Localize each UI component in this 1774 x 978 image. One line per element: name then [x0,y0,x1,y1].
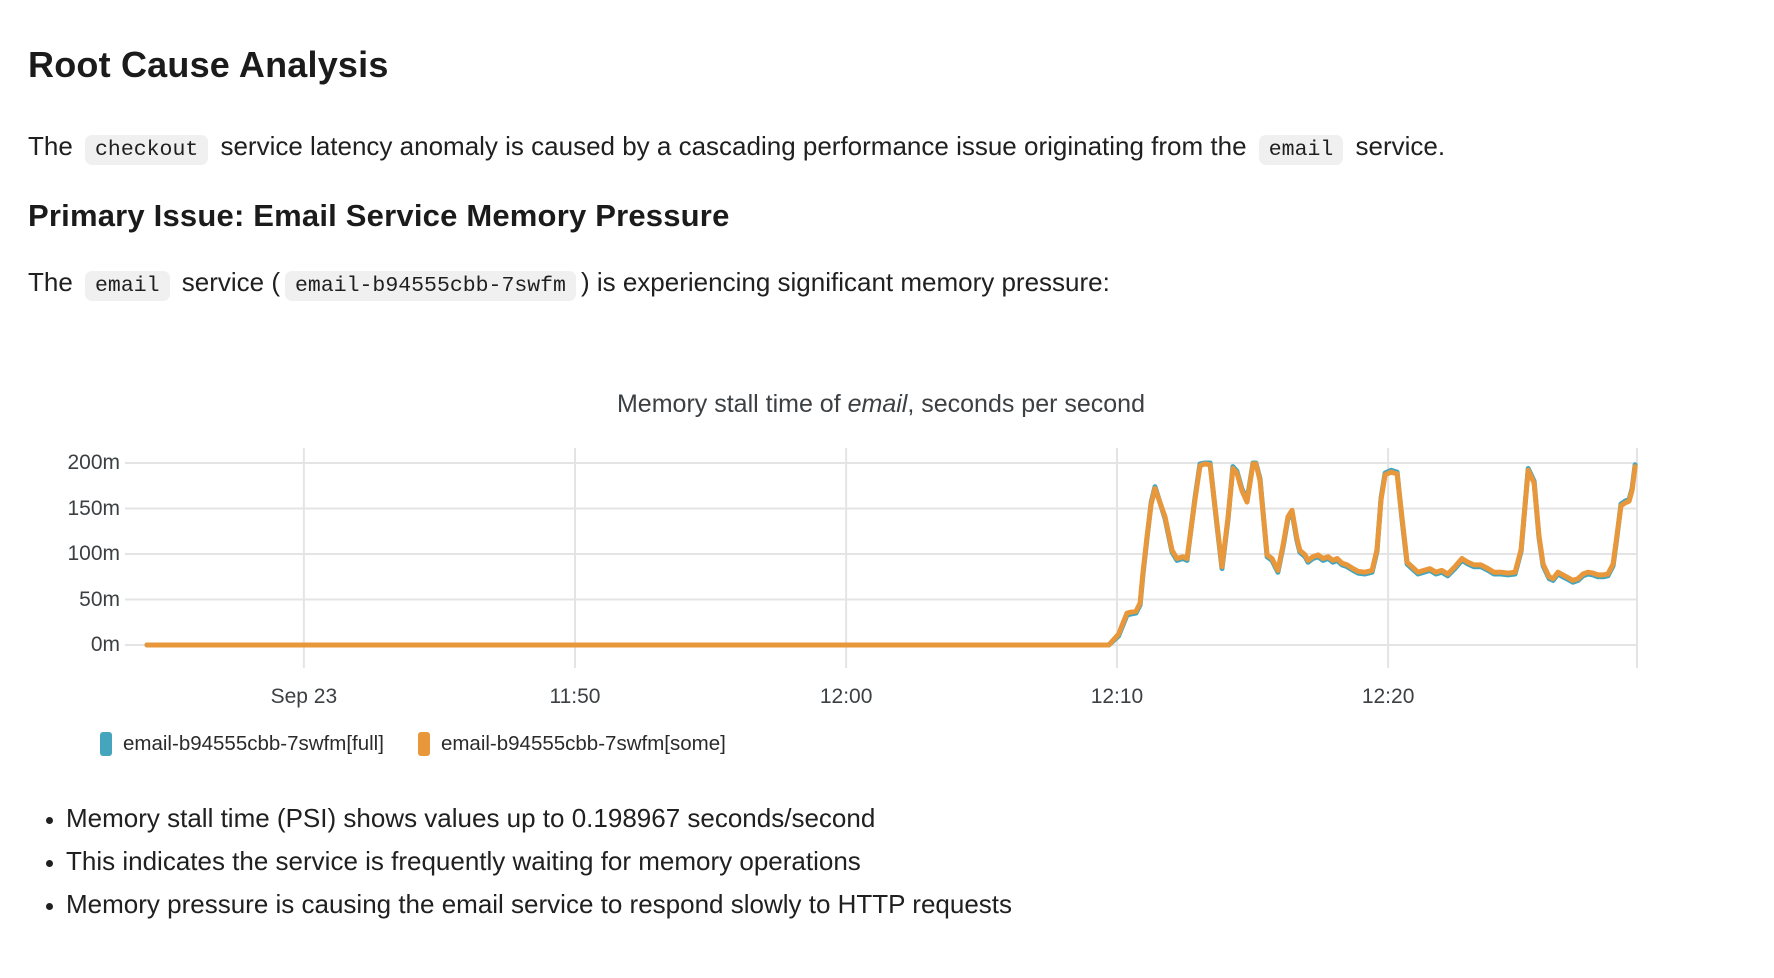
finding-item: This indicates the service is frequently… [66,847,1012,875]
legend-item-some[interactable]: email-b94555cbb-7swfm[some] [417,732,726,756]
inline-code: email [85,271,170,301]
inline-code: checkout [85,135,209,165]
y-axis-tick-label: 200m [67,451,120,474]
x-axis-tick-label: 11:50 [549,685,601,708]
summary-paragraph: The checkout service latency anomaly is … [28,126,1754,170]
text-run: email [847,390,908,418]
text-run: service. [1348,131,1446,161]
inline-code: email-b94555cbb-7swfm [285,271,576,301]
series-line-some [144,461,1638,648]
text-run: , seconds per second [907,390,1145,418]
x-axis-tick-label: Sep 23 [270,685,338,708]
x-axis-tick-label: 12:00 [819,685,873,708]
x-axis-tick-label: 12:20 [1361,685,1415,708]
finding-item: Memory stall time (PSI) shows values up … [66,804,1012,832]
chart-title: Memory stall time of email, seconds per … [125,390,1637,419]
findings-list: Memory stall time (PSI) shows values up … [28,804,1012,933]
finding-item: Memory pressure is causing the email ser… [66,890,1012,918]
text-run: ) is experiencing significant memory pre… [580,267,1110,297]
y-axis-tick-label: 100m [67,542,120,565]
legend-label: email-b94555cbb-7swfm[full] [123,732,384,755]
legend-item-full[interactable]: email-b94555cbb-7swfm[full] [100,732,384,756]
text-run: The [28,267,81,297]
legend-swatch-full [100,732,112,756]
legend-swatch-some [417,732,430,756]
text-run: service ( [174,267,281,297]
chart-legend: email-b94555cbb-7swfm[full] email-b94555c… [100,732,726,756]
email-service-paragraph: The email service (email-b94555cbb-7swfm… [28,262,1754,306]
y-axis-tick-label: 50m [79,587,120,611]
text-run: Memory stall time of [616,390,848,418]
y-axis-tick-label: 0m [90,633,120,656]
inline-code: email [1258,135,1344,165]
page-title: Root Cause Analysis [28,44,389,86]
text-run: service latency anomaly is caused by a c… [213,131,1254,161]
text-run: The [28,131,81,161]
primary-issue-heading: Primary Issue: Email Service Memory Pres… [28,197,730,233]
y-axis-tick-label: 150m [67,496,120,520]
legend-label: email-b94555cbb-7swfm[some] [440,732,726,755]
x-axis-tick-label: 12:10 [1090,685,1144,708]
